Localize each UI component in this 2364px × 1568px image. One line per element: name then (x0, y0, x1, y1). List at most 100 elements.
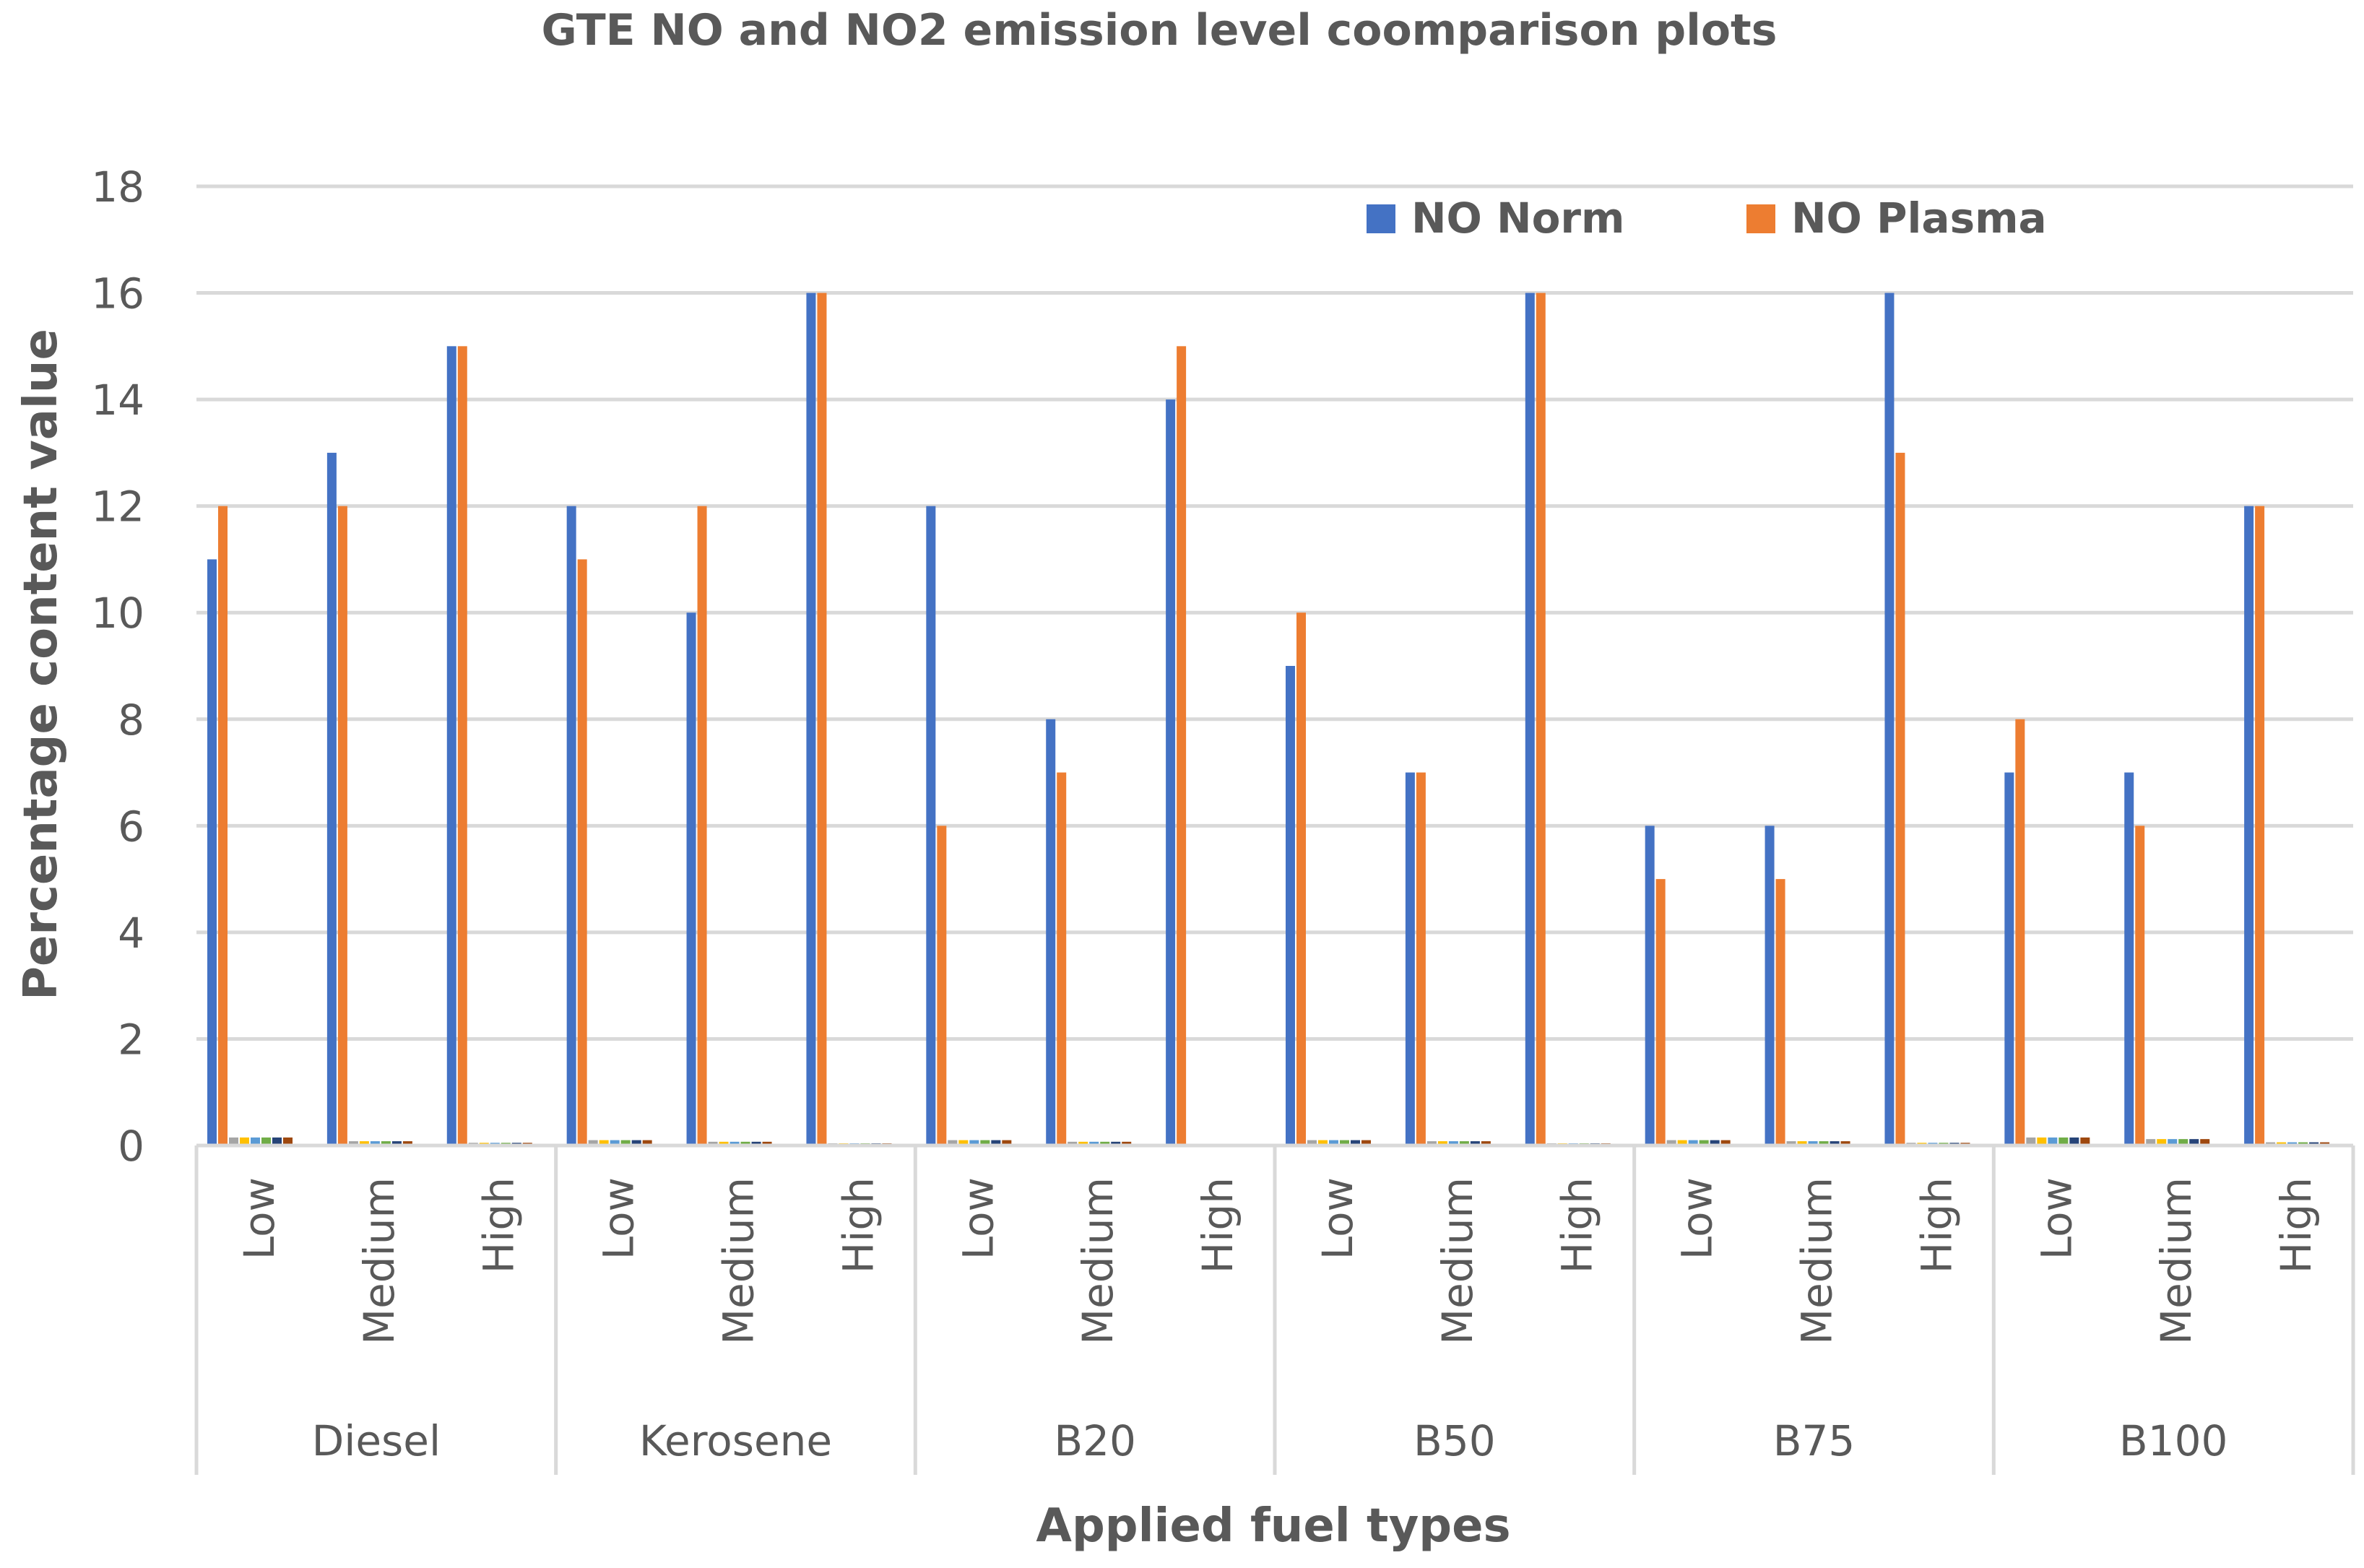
bar (1286, 666, 1295, 1145)
y-tick-label: 2 (118, 1015, 144, 1064)
bar (2026, 1137, 2036, 1145)
group-label: Diesel (312, 1416, 441, 1465)
bar (1068, 1141, 1078, 1145)
bar (2200, 1139, 2210, 1145)
level-label: Low (594, 1177, 644, 1260)
bar (599, 1140, 609, 1145)
bar (937, 826, 947, 1145)
bar (1046, 719, 1056, 1145)
bar (686, 612, 696, 1145)
legend: NO Norm NO Plasma (1367, 194, 2047, 243)
bar (1765, 826, 1775, 1145)
legend-swatch (1367, 204, 1395, 233)
gridlines (196, 184, 2353, 1148)
bar (1470, 1141, 1480, 1145)
level-label: High (1193, 1177, 1242, 1273)
bar (391, 1141, 402, 1145)
group-label: Kerosene (639, 1416, 832, 1465)
bar (1895, 452, 1905, 1145)
bar (1351, 1140, 1360, 1145)
bar (806, 293, 816, 1145)
bar (1710, 1140, 1720, 1145)
bar (359, 1141, 369, 1145)
bar (1699, 1140, 1709, 1145)
bar (1416, 772, 1426, 1145)
bar (2058, 1137, 2069, 1145)
bar (1296, 612, 1306, 1145)
bar (261, 1137, 271, 1145)
level-label: Medium (1073, 1177, 1122, 1345)
bar (708, 1141, 718, 1145)
bar (762, 1141, 772, 1145)
y-tick-label: 16 (91, 269, 144, 319)
bar (1426, 1141, 1437, 1145)
bar (1122, 1141, 1132, 1145)
y-tick-label: 14 (91, 376, 144, 425)
bar (980, 1140, 990, 1145)
level-label: Medium (714, 1177, 763, 1345)
legend-label: NO Norm (1411, 194, 1624, 243)
level-label: Medium (1793, 1177, 1842, 1345)
bar (1437, 1141, 1447, 1145)
bar (1100, 1141, 1110, 1145)
level-label: Medium (1433, 1177, 1482, 1345)
bar (2037, 1137, 2047, 1145)
bar (1720, 1140, 1731, 1145)
bar (2069, 1137, 2079, 1145)
y-tick-label: 10 (91, 589, 144, 638)
level-label: Low (235, 1177, 284, 1260)
bar (1057, 772, 1067, 1145)
bar (1481, 1141, 1491, 1145)
bar (610, 1140, 620, 1145)
y-tick-label: 8 (118, 696, 144, 745)
bar (2015, 719, 2025, 1145)
bar (958, 1140, 969, 1145)
bar (1089, 1141, 1099, 1145)
bar (1666, 1140, 1676, 1145)
bar (457, 346, 467, 1145)
bar (2080, 1137, 2090, 1145)
bar (1677, 1140, 1687, 1145)
group-label: B100 (2119, 1416, 2228, 1465)
level-label: High (1912, 1177, 1961, 1273)
bar (1318, 1140, 1328, 1145)
group-label: B50 (1413, 1416, 1496, 1465)
bar (1688, 1140, 1698, 1145)
bar (948, 1140, 958, 1145)
bar (229, 1137, 238, 1145)
bar (740, 1141, 750, 1145)
bar (1536, 293, 1546, 1145)
bar (1002, 1140, 1012, 1145)
bar (402, 1141, 412, 1145)
bar (1840, 1141, 1850, 1145)
bar (1775, 879, 1785, 1145)
bar (817, 293, 827, 1145)
bar (1307, 1140, 1317, 1145)
bar (1525, 293, 1535, 1145)
bar (1078, 1141, 1088, 1145)
bar (370, 1141, 380, 1145)
bar (2244, 506, 2254, 1145)
level-label: High (1553, 1177, 1602, 1273)
bar (283, 1137, 293, 1145)
level-label: Low (1313, 1177, 1362, 1260)
bar (751, 1141, 761, 1145)
bar (620, 1140, 631, 1145)
bar (1361, 1140, 1371, 1145)
level-label: High (834, 1177, 883, 1273)
bar (326, 452, 337, 1145)
bar (381, 1141, 391, 1145)
bar (697, 506, 707, 1145)
level-label: Low (2032, 1177, 2081, 1260)
bar (2124, 772, 2134, 1145)
bar (2255, 506, 2265, 1145)
bar (251, 1137, 260, 1145)
bar (1177, 346, 1187, 1145)
y-tick-label: 6 (118, 802, 144, 851)
bar (2048, 1137, 2058, 1145)
bar (588, 1140, 598, 1145)
bar (1448, 1141, 1458, 1145)
bar (2135, 826, 2145, 1145)
x-axis-title: Applied fuel types (1036, 1499, 1510, 1553)
